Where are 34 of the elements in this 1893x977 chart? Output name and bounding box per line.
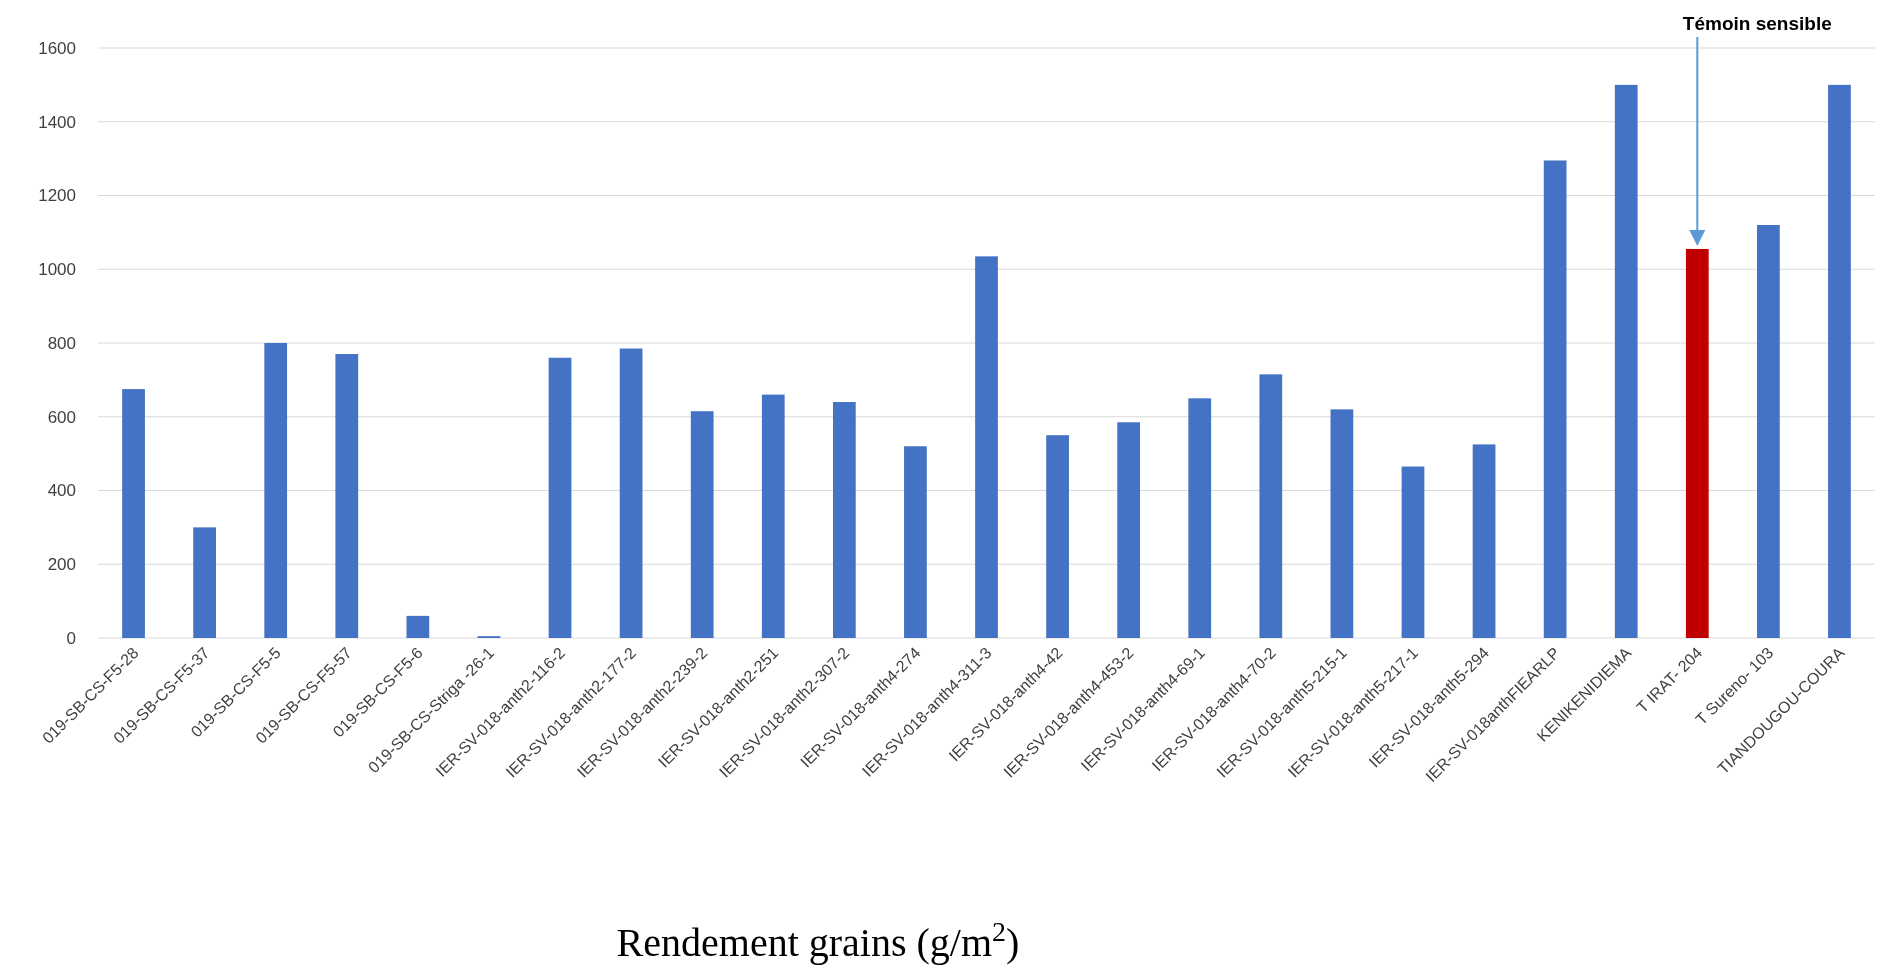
- bar: [1401, 466, 1425, 638]
- bar: [1543, 160, 1567, 638]
- y-tick-label: 600: [47, 407, 76, 427]
- y-tick-label: 1400: [38, 112, 76, 132]
- bar: [619, 348, 643, 638]
- x-axis-title: Rendement grains (g/m$^{2}$): [616, 915, 1020, 965]
- bar: [904, 446, 927, 638]
- bar: [122, 389, 145, 638]
- text: Témoin sensible: [1682, 13, 1832, 34]
- bar: [264, 343, 288, 638]
- y-tick-label: 1200: [38, 186, 76, 206]
- bar: [975, 256, 998, 638]
- bar: [406, 615, 430, 638]
- y-tick-label: 1600: [38, 38, 76, 58]
- bar: [1259, 374, 1283, 638]
- bar: [1614, 84, 1638, 638]
- bar: [1330, 409, 1354, 638]
- bar: [1828, 84, 1851, 638]
- bar: [1757, 225, 1780, 638]
- y-tick-label: 400: [47, 481, 76, 501]
- bar: [193, 527, 216, 638]
- y-tick-label: 1000: [38, 260, 76, 280]
- bar: [1472, 444, 1496, 638]
- y-tick-label: 800: [47, 333, 76, 353]
- bar: [690, 411, 714, 638]
- bar: [1046, 435, 1069, 638]
- bar: [832, 402, 856, 638]
- bar: [1188, 398, 1212, 638]
- bar: [335, 354, 359, 638]
- y-tick-label: 200: [47, 555, 76, 575]
- bar: [548, 357, 572, 638]
- y-tick-label: 0: [66, 628, 76, 648]
- bar: [1117, 422, 1141, 638]
- bar: [761, 394, 785, 638]
